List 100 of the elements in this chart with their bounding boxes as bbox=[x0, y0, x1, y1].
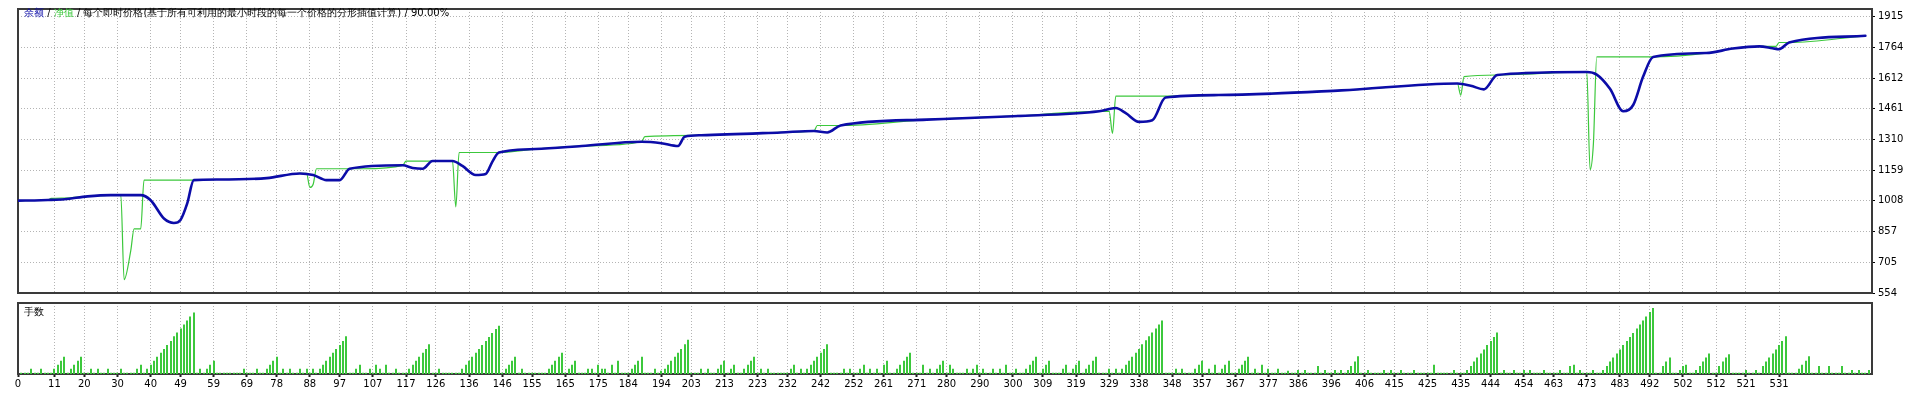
bar bbox=[299, 368, 301, 374]
bar bbox=[120, 368, 122, 374]
x-tick-label: 406 bbox=[1355, 377, 1375, 389]
bar bbox=[730, 368, 732, 374]
bar bbox=[992, 368, 994, 374]
chart-title: 手数 bbox=[24, 306, 44, 317]
bar bbox=[385, 364, 387, 374]
x-tick-label: 97 bbox=[333, 377, 347, 389]
bar bbox=[272, 360, 274, 374]
bar bbox=[1148, 336, 1150, 374]
y-tick-label: 1461 bbox=[1878, 102, 1904, 114]
bar bbox=[1115, 368, 1117, 374]
bar bbox=[475, 352, 477, 374]
bar bbox=[1145, 340, 1147, 374]
chart-title: 每个即时价格(基于所有可利用的最小时段的每一个价格的分形插值计算) / 90.00% bbox=[83, 7, 450, 18]
x-tick-label: 512 bbox=[1706, 377, 1726, 389]
bar bbox=[571, 364, 573, 374]
bar bbox=[1141, 344, 1143, 374]
bar bbox=[408, 368, 410, 374]
bar bbox=[342, 340, 344, 374]
bar bbox=[1161, 320, 1163, 374]
bar bbox=[63, 356, 65, 374]
bar bbox=[903, 360, 905, 374]
x-tick-label: 155 bbox=[522, 377, 542, 389]
bar bbox=[1768, 357, 1770, 374]
bar bbox=[1247, 356, 1249, 374]
bar bbox=[276, 356, 278, 374]
bar bbox=[146, 368, 148, 374]
x-tick-label: 213 bbox=[714, 377, 734, 389]
bar bbox=[80, 356, 82, 374]
bar bbox=[1476, 357, 1478, 374]
bar bbox=[1214, 364, 1216, 374]
bar bbox=[1198, 364, 1200, 374]
bar bbox=[180, 328, 182, 374]
bar bbox=[282, 368, 284, 374]
bar bbox=[1048, 360, 1050, 374]
x-tick-label: 78 bbox=[270, 377, 284, 389]
bar bbox=[561, 352, 563, 374]
bar bbox=[617, 360, 619, 374]
annotation: / bbox=[75, 7, 82, 18]
bar bbox=[193, 312, 195, 374]
bar bbox=[471, 356, 473, 374]
bar bbox=[266, 368, 268, 374]
bar bbox=[1708, 353, 1710, 374]
bar bbox=[1062, 368, 1064, 374]
bar bbox=[747, 364, 749, 374]
bar bbox=[1626, 340, 1628, 374]
y-tick-label: 1764 bbox=[1878, 40, 1904, 52]
x-tick-label: 40 bbox=[144, 377, 158, 389]
bar bbox=[684, 344, 686, 374]
bar bbox=[57, 364, 59, 374]
bar bbox=[869, 368, 871, 374]
bar bbox=[1772, 353, 1774, 374]
x-tick-label: 49 bbox=[174, 377, 187, 389]
x-tick-label: 20 bbox=[77, 377, 91, 389]
bar bbox=[485, 340, 487, 374]
bar bbox=[1665, 361, 1667, 374]
x-tick-label: 290 bbox=[970, 377, 990, 389]
bar bbox=[422, 352, 424, 374]
bar bbox=[1632, 333, 1634, 374]
x-tick-label: 483 bbox=[1610, 377, 1630, 389]
bar bbox=[1639, 324, 1641, 374]
bar bbox=[428, 344, 430, 374]
bar bbox=[922, 364, 924, 374]
bar bbox=[498, 325, 500, 374]
bar bbox=[1828, 366, 1830, 374]
bar bbox=[312, 368, 314, 374]
bar bbox=[1622, 344, 1624, 374]
bar bbox=[1778, 344, 1780, 374]
bar bbox=[186, 320, 188, 374]
bar bbox=[156, 356, 158, 374]
bar bbox=[160, 352, 162, 374]
bar bbox=[379, 368, 381, 374]
bar bbox=[1277, 368, 1279, 374]
bar bbox=[604, 368, 606, 374]
bar bbox=[1181, 368, 1183, 374]
bar bbox=[1121, 368, 1123, 374]
bar bbox=[637, 360, 639, 374]
bar bbox=[1616, 353, 1618, 374]
bar bbox=[1155, 328, 1157, 374]
x-tick-label: 348 bbox=[1162, 377, 1182, 389]
x-tick-label: 367 bbox=[1225, 377, 1245, 389]
x-tick-label: 184 bbox=[618, 377, 638, 389]
bar bbox=[465, 364, 467, 374]
x-tick-label: 415 bbox=[1384, 377, 1404, 389]
bar bbox=[680, 348, 682, 374]
bar bbox=[189, 316, 191, 374]
bar bbox=[1261, 364, 1263, 374]
bar bbox=[1573, 364, 1575, 374]
x-tick-label: 117 bbox=[396, 377, 416, 389]
bar bbox=[107, 368, 109, 374]
bar bbox=[899, 364, 901, 374]
bar bbox=[345, 336, 347, 374]
bar bbox=[1652, 307, 1654, 374]
bar bbox=[1241, 364, 1243, 374]
bar bbox=[843, 368, 845, 374]
bar bbox=[972, 368, 974, 374]
bar bbox=[1705, 357, 1707, 374]
bar bbox=[1125, 364, 1127, 374]
bar bbox=[1669, 357, 1671, 374]
